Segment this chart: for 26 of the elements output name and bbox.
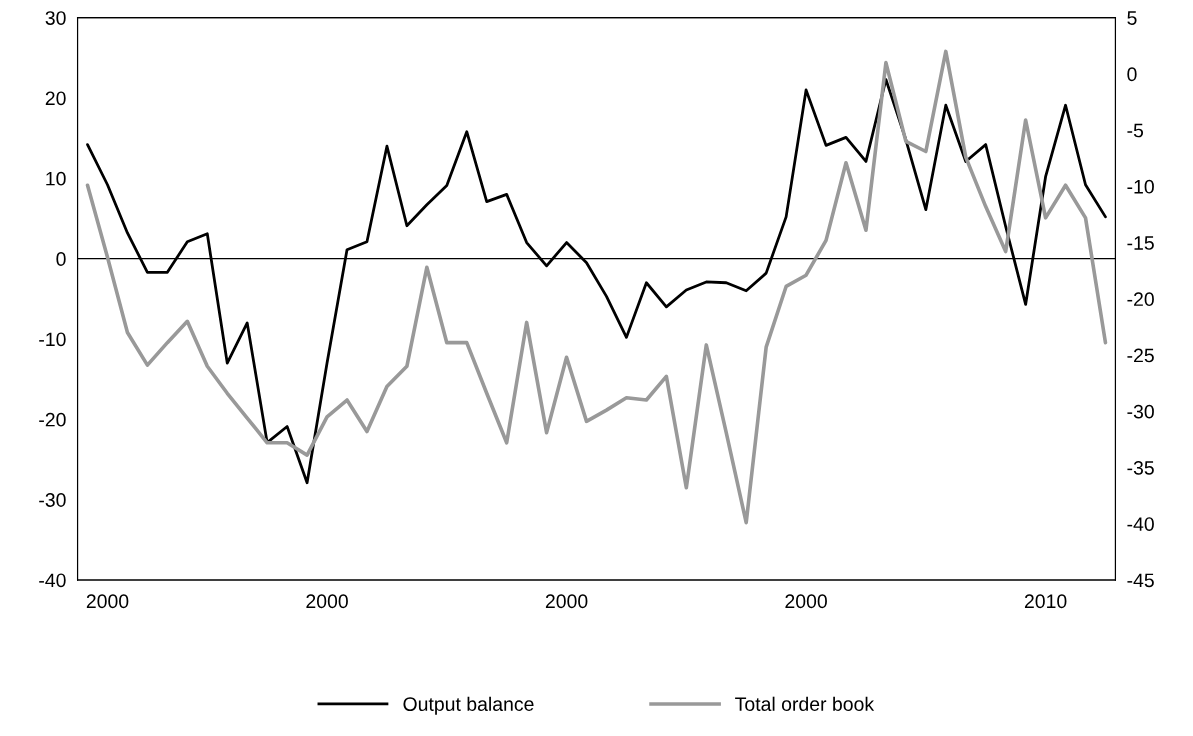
y-tick-label: 0 [56, 252, 66, 266]
y2-tick-label: -5 [1127, 123, 1144, 138]
y-tick-label: -20 [39, 412, 66, 427]
x-tick-label: 2000 [785, 594, 827, 609]
y-tick-label: 20 [45, 91, 66, 106]
y2-tick-label: -20 [1127, 292, 1154, 307]
x-tick-label: 2000 [545, 594, 588, 609]
x-tick-label: 2000 [306, 594, 348, 609]
y2-tick-label: 5 [1127, 11, 1137, 25]
y-tick-label: -40 [39, 573, 66, 588]
y-tick-label: 30 [45, 11, 66, 25]
y2-tick-label: -30 [1127, 404, 1154, 419]
y-tick-label: -10 [39, 332, 66, 347]
y-tick-label: -30 [39, 493, 66, 507]
y2-tick-label: -15 [1127, 236, 1154, 250]
y2-tick-label: -25 [1127, 348, 1154, 363]
y2-tick-label: -45 [1127, 573, 1154, 588]
y2-tick-label: 0 [1127, 67, 1137, 82]
y2-tick-label: -40 [1127, 517, 1154, 531]
legend-label: Output balance [403, 696, 534, 715]
legend-label: Total order book [735, 696, 875, 711]
x-tick-label: 2010 [1024, 594, 1067, 609]
x-tick-label: 2000 [86, 594, 129, 609]
y2-tick-label: -35 [1127, 460, 1154, 475]
y-tick-label: 10 [46, 171, 66, 186]
y2-tick-label: -10 [1127, 179, 1154, 194]
